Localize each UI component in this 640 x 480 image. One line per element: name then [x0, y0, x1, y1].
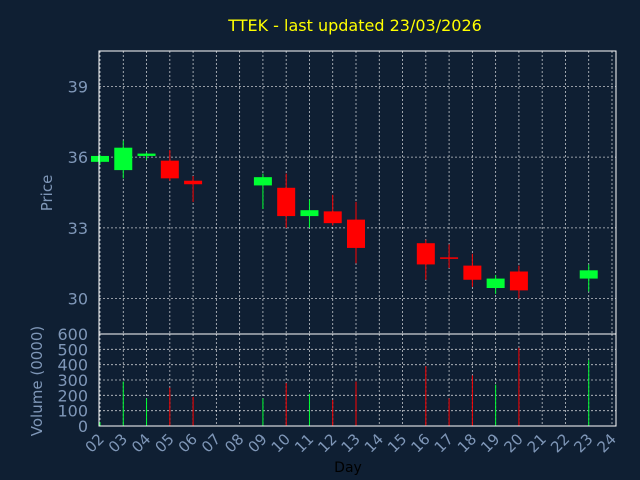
price-tick-label: 30 [68, 290, 88, 309]
candle-body [323, 211, 342, 224]
volume-bars [99, 347, 590, 426]
price-tick-label: 36 [68, 148, 88, 167]
volume-tick-label: 300 [57, 371, 88, 390]
candle-11 [300, 199, 319, 228]
candle-body [416, 243, 435, 265]
candlesticks [91, 140, 598, 299]
candle-04 [137, 152, 156, 160]
x-tick-label: 24 [594, 430, 620, 456]
candle-body [486, 278, 505, 289]
candle-19 [486, 275, 505, 294]
price-axis-label: Price [38, 175, 56, 212]
candle-body [579, 270, 598, 279]
candle-body [91, 155, 109, 162]
candle-body [253, 177, 272, 186]
price-tick-label: 39 [68, 77, 88, 96]
volume-tick-label: 0 [78, 417, 88, 436]
volume-tick-label: 500 [57, 340, 88, 359]
candle-body [463, 265, 482, 280]
volume-gridlines [99, 334, 616, 426]
candle-20 [509, 265, 528, 299]
candle-18 [463, 253, 482, 287]
volume-panel-frame [98, 333, 617, 427]
volume-tick-label: 200 [57, 386, 88, 405]
price-gridlines [99, 51, 616, 334]
x-axis-label: Day [334, 460, 362, 476]
volume-tick-label: 600 [57, 325, 88, 344]
volume-tick-label: 100 [57, 402, 88, 421]
candle-12 [323, 194, 342, 226]
candle-09 [253, 173, 272, 210]
candle-10 [277, 173, 296, 228]
candle-13 [347, 201, 365, 264]
price-panel-frame [98, 50, 617, 335]
candle-17 [440, 244, 459, 268]
x-tick-labels: 0203040506070809101112131415161718192021… [82, 430, 620, 456]
price-tick-label: 33 [68, 219, 88, 238]
candle-body [300, 210, 319, 217]
candle-16 [416, 239, 435, 280]
candle-body [114, 147, 133, 171]
candle-body [277, 187, 296, 217]
candle-body [137, 153, 156, 156]
candle-body [184, 180, 203, 185]
candle-body [160, 160, 179, 179]
candle-body [440, 257, 459, 259]
candle-23 [579, 264, 598, 292]
volume-tick-label: 400 [57, 356, 88, 375]
candle-03 [114, 140, 133, 179]
candle-05 [160, 150, 179, 181]
chart-title: TTEK - last updated 23/03/2026 [227, 16, 482, 35]
candle-body [509, 271, 528, 291]
price-tick-labels: 30 33 36 39 [68, 77, 88, 308]
volume-axis-label: Volume (0000) [28, 326, 46, 436]
candle-06 [184, 175, 203, 202]
candle-02 [91, 154, 109, 165]
candle-body [347, 219, 365, 248]
